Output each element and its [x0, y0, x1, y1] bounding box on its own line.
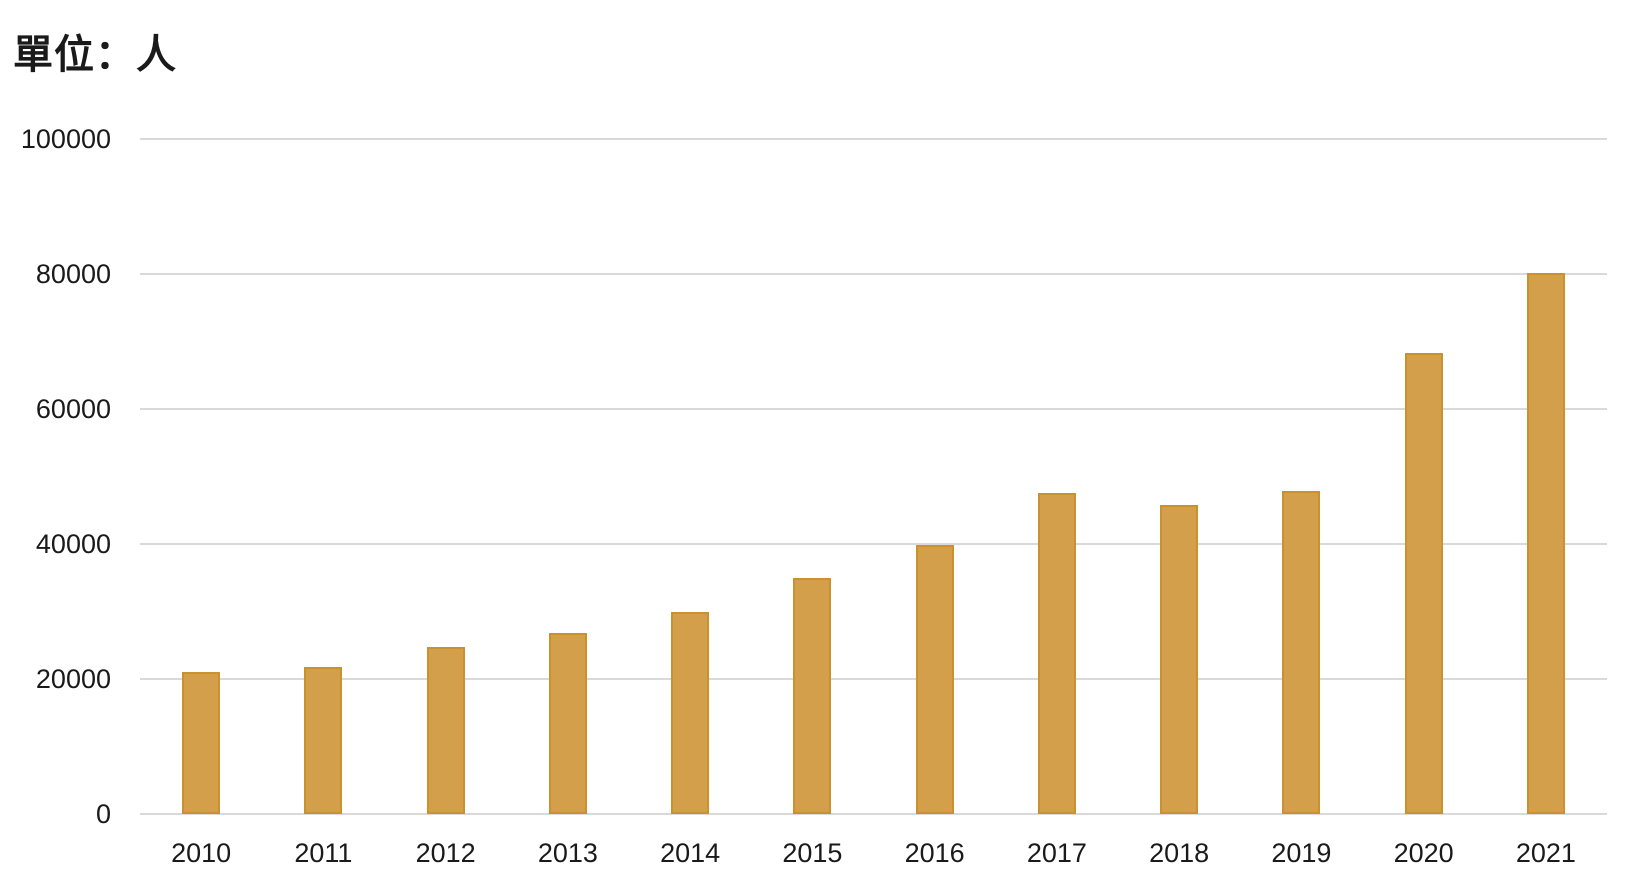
x-axis-tick-label-2018: 2018 — [1149, 838, 1210, 868]
bar-2017 — [1037, 493, 1076, 814]
y-axis-tick-label-20000: 20000 — [35, 664, 111, 694]
bar-2011 — [304, 666, 343, 814]
y-axis-tick-label-80000: 80000 — [35, 259, 111, 289]
x-axis-tick-label-2014: 2014 — [660, 838, 721, 868]
x-axis-tick-label-2011: 2011 — [294, 838, 353, 868]
x-axis-tick-label-2012: 2012 — [415, 838, 476, 868]
y-axis-tick-label-60000: 60000 — [35, 394, 111, 424]
gridline-40000 — [140, 543, 1607, 545]
gridline-60000 — [140, 408, 1607, 410]
x-axis-tick-label-2016: 2016 — [904, 838, 965, 868]
gridline-20000 — [140, 678, 1607, 680]
bar-2020 — [1404, 352, 1443, 814]
x-axis-tick-label-2020: 2020 — [1393, 838, 1454, 868]
x-axis-line — [140, 813, 1607, 815]
y-axis-tick-label-40000: 40000 — [35, 529, 111, 559]
chart-unit-label: 單位：人 — [13, 33, 177, 77]
y-axis-tick-label-100000: 100000 — [20, 124, 111, 154]
x-axis-tick-label-2017: 2017 — [1026, 838, 1087, 868]
x-axis-tick-label-2019: 2019 — [1271, 838, 1332, 868]
x-axis-tick-label-2010: 2010 — [171, 838, 232, 868]
x-axis-tick-label-2013: 2013 — [537, 838, 598, 868]
bar-2016 — [915, 544, 954, 814]
bar-2021 — [1526, 272, 1565, 814]
bar-2018 — [1160, 504, 1199, 814]
x-axis-tick-label-2021: 2021 — [1515, 838, 1576, 868]
bar-2019 — [1282, 491, 1321, 814]
bar-2015 — [793, 578, 832, 814]
bar-2010 — [182, 672, 221, 814]
gridline-80000 — [140, 273, 1607, 275]
bar-2014 — [671, 612, 710, 814]
y-axis-tick-label-0: 0 — [95, 799, 111, 829]
bar-2013 — [548, 633, 587, 814]
gridline-100000 — [140, 138, 1607, 140]
bar-2012 — [426, 647, 465, 814]
x-axis-tick-label-2015: 2015 — [782, 838, 843, 868]
